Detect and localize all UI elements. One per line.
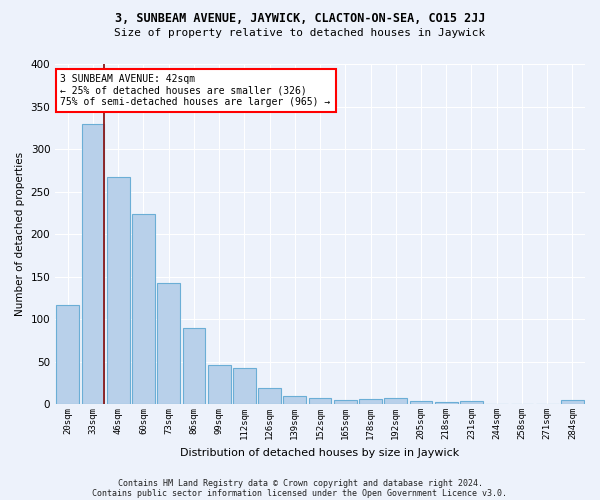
Text: 3, SUNBEAM AVENUE, JAYWICK, CLACTON-ON-SEA, CO15 2JJ: 3, SUNBEAM AVENUE, JAYWICK, CLACTON-ON-S… [115,12,485,26]
Bar [132,214,155,404]
Bar [359,399,382,404]
Text: Size of property relative to detached houses in Jaywick: Size of property relative to detached ho… [115,28,485,38]
Bar [283,396,306,404]
Bar [435,402,458,404]
Bar [334,400,356,404]
Bar [157,284,180,404]
Bar [56,306,79,404]
Text: Contains public sector information licensed under the Open Government Licence v3: Contains public sector information licen… [92,488,508,498]
X-axis label: Distribution of detached houses by size in Jaywick: Distribution of detached houses by size … [181,448,460,458]
Bar [233,368,256,404]
Bar [107,177,130,404]
Bar [82,124,104,404]
Bar [561,400,584,404]
Bar [460,400,483,404]
Bar [208,365,230,404]
Text: Contains HM Land Registry data © Crown copyright and database right 2024.: Contains HM Land Registry data © Crown c… [118,478,482,488]
Bar [385,398,407,404]
Text: 3 SUNBEAM AVENUE: 42sqm
← 25% of detached houses are smaller (326)
75% of semi-d: 3 SUNBEAM AVENUE: 42sqm ← 25% of detache… [61,74,331,108]
Bar [258,388,281,404]
Bar [182,328,205,404]
Bar [410,400,433,404]
Bar [309,398,331,404]
Y-axis label: Number of detached properties: Number of detached properties [15,152,25,316]
